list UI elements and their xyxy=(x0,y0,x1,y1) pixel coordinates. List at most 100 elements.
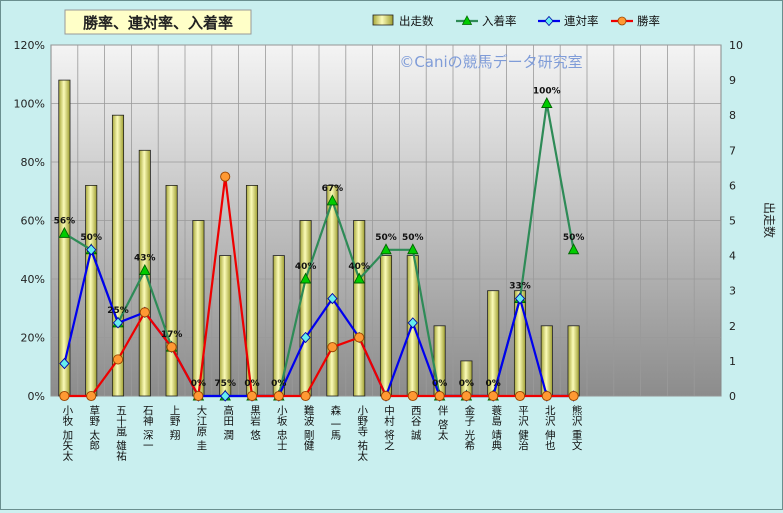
legend-marker xyxy=(461,15,473,25)
data-label: 0% xyxy=(271,379,286,389)
data-label: 100% xyxy=(533,87,561,97)
category-label: 五十嵐 雄祐 xyxy=(115,405,127,461)
legend-marker xyxy=(617,16,627,26)
data-label: 56% xyxy=(54,216,76,226)
category-label: 小坂 忠士 xyxy=(276,405,288,450)
category-label: 中村 将之 xyxy=(383,404,395,450)
category-label: 石神 深一 xyxy=(142,405,154,450)
left-tick-label: 60% xyxy=(21,215,45,228)
marker-diamond xyxy=(59,357,70,370)
data-label: 0% xyxy=(191,379,206,389)
watermark: ©Caniの競馬データ研究室 xyxy=(399,53,582,71)
category-label: 高田 潤 xyxy=(222,404,234,440)
bar-starts xyxy=(567,325,580,397)
right-tick-label: 7 xyxy=(729,144,736,157)
bar-starts xyxy=(513,290,527,397)
right-tick-label: 2 xyxy=(729,320,736,333)
data-label: 43% xyxy=(134,254,156,264)
marker-diamond xyxy=(112,317,124,329)
category-label: 金子 光希 xyxy=(463,404,475,450)
category-label: 黒岩 悠 xyxy=(249,405,261,440)
marker-circle xyxy=(407,390,418,402)
marker-circle xyxy=(193,390,204,402)
marker-triangle xyxy=(299,272,312,284)
right-tick-label: 5 xyxy=(729,215,736,228)
category-label: 小牧 加矢太 xyxy=(61,405,73,462)
right-axis-label: 出走数 xyxy=(762,202,777,238)
legend-label: 勝率 xyxy=(637,14,660,28)
title-box xyxy=(64,9,252,35)
marker-circle xyxy=(380,390,392,402)
right-tick-label: 10 xyxy=(729,39,743,52)
right-tick-label: 9 xyxy=(729,74,736,87)
data-label: 0% xyxy=(244,379,259,389)
category-label: 小野寺 祐太 xyxy=(356,405,368,462)
data-label: 0% xyxy=(432,379,447,389)
data-label: 40% xyxy=(348,262,370,272)
marker-circle xyxy=(166,342,177,353)
marker-circle xyxy=(327,342,338,353)
marker-circle xyxy=(461,390,472,402)
line-series xyxy=(58,97,580,402)
right-tick-label: 4 xyxy=(729,250,736,263)
chart-title: 勝率、連対率、入着率 xyxy=(83,14,233,32)
marker-circle xyxy=(300,390,311,402)
category-label: 草野 太郎 xyxy=(88,405,100,451)
data-label: 25% xyxy=(107,306,129,316)
marker-circle xyxy=(220,171,231,182)
category-label: 西谷 誠 xyxy=(410,405,422,441)
marker-circle xyxy=(273,390,284,402)
legend-swatch xyxy=(372,14,394,26)
right-tick-label: 0 xyxy=(729,390,736,403)
marker-circle xyxy=(568,390,579,402)
right-tick-label: 8 xyxy=(729,109,736,122)
bar-starts xyxy=(165,184,178,397)
marker-circle xyxy=(488,390,499,402)
bar-starts xyxy=(219,255,232,397)
marker-diamond xyxy=(300,331,311,344)
legend-label: 出走数 xyxy=(399,14,434,28)
bar-series-starts xyxy=(58,79,580,397)
marker-circle xyxy=(139,307,150,318)
marker-circle xyxy=(354,332,365,343)
legend: 出走数 入着率 連対率 勝率 xyxy=(372,14,660,28)
marker-circle xyxy=(434,390,445,402)
bar-starts xyxy=(353,220,366,397)
category-label: 熊沢 重文 xyxy=(571,404,583,451)
data-label: 33% xyxy=(509,282,531,292)
left-tick-label: 100% xyxy=(14,98,45,111)
legend-label: 連対率 xyxy=(564,14,599,28)
category-label: 上野 翔 xyxy=(169,405,181,441)
gridlines xyxy=(51,44,721,397)
marker-triangle xyxy=(380,243,392,255)
data-label: 50% xyxy=(563,233,585,243)
bar-starts xyxy=(85,184,98,397)
category-label: 北沢 伸也 xyxy=(544,405,556,450)
data-labels: 56% 50% 25% 43% 17% 0% 75% 0% 0% 40% 67% 40% 50% 50% 0… xyxy=(54,87,585,390)
data-label: 67% xyxy=(322,184,344,194)
left-tick-label: 120% xyxy=(14,39,45,52)
data-label: 50% xyxy=(80,233,102,243)
data-label: 0% xyxy=(486,379,501,389)
category-label: 難波 剛健 xyxy=(303,404,315,451)
marker-triangle xyxy=(353,272,365,284)
marker-diamond xyxy=(86,244,97,256)
marker-circle xyxy=(514,390,526,402)
left-tick-label: 0% xyxy=(28,390,45,403)
marker-triangle xyxy=(139,264,151,275)
marker-circle xyxy=(59,390,70,402)
marker-triangle xyxy=(541,97,553,108)
marker-diamond xyxy=(407,317,418,329)
right-tick-label: 3 xyxy=(729,285,736,298)
left-tick-label: 40% xyxy=(21,273,45,286)
marker-triangle xyxy=(58,226,71,238)
bar-starts xyxy=(111,114,125,397)
marker-circle xyxy=(246,390,258,402)
bar-starts xyxy=(379,255,393,397)
right-tick-label: 1 xyxy=(729,355,736,368)
legend-marker xyxy=(544,15,554,27)
category-label: 伴 啓太 xyxy=(437,404,449,440)
category-label: 平沢 健治 xyxy=(517,405,529,451)
bar-starts xyxy=(299,220,312,397)
